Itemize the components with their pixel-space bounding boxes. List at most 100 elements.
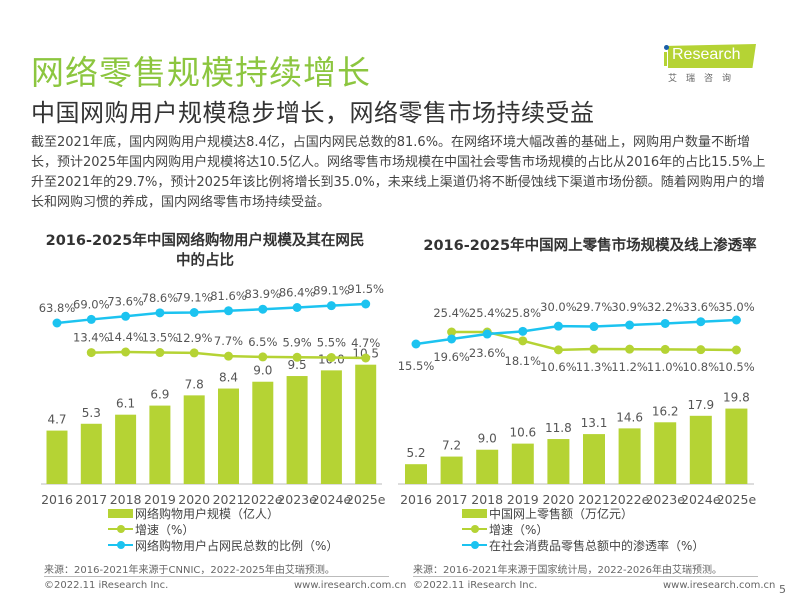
growth-point <box>292 352 302 362</box>
x-tick-label: 2023e <box>277 492 317 507</box>
bar-value-label: 16.2 <box>652 404 679 418</box>
bar-value-label: 10.6 <box>509 426 536 440</box>
legend-item-bar: 网络购物用户规模（亿人） <box>108 505 338 521</box>
ratio-line <box>415 318 737 346</box>
x-tick-label: 2020 <box>178 492 210 507</box>
ratio-point <box>625 320 635 330</box>
chart2-source: 来源：2016-2021年来源于国家统计局，2022-2026年由艾瑞预测。 <box>413 565 723 576</box>
footer-divider-right <box>413 576 758 577</box>
footer-copyright-2: ©2022.11 iResearch Inc. <box>413 580 538 591</box>
x-tick-label: 2019 <box>144 492 176 507</box>
bottom-label: 11.2% <box>611 360 648 374</box>
ratio-label: 91.5% <box>347 282 384 296</box>
ratio-line <box>56 302 366 325</box>
ratio-label: 86.4% <box>279 285 316 299</box>
top-label: 32.2% <box>647 300 684 314</box>
growth-point <box>326 353 336 363</box>
bar <box>320 370 342 484</box>
growth-label: 13.5% <box>142 331 179 345</box>
logo-background <box>668 44 756 68</box>
bar <box>547 439 570 484</box>
legend-label: 网络购物用户占网民总数的比例（%） <box>135 538 339 553</box>
bottom-label: 10.8% <box>683 360 720 374</box>
bar-value-label: 13.1 <box>581 416 608 430</box>
legend-label: 增速（%） <box>489 522 549 537</box>
growth-point <box>361 353 371 363</box>
legend-bar-swatch <box>108 508 133 518</box>
bar <box>218 388 239 484</box>
legend-item-ratio: 网络购物用户占网民总数的比例（%） <box>108 537 338 553</box>
growth-point <box>696 345 706 355</box>
top-label: 35.0% <box>718 300 755 314</box>
growth-point <box>660 344 670 354</box>
bar <box>405 464 427 484</box>
footer-url-2: www.iresearch.com.cn <box>663 580 776 591</box>
ratio-point <box>258 304 268 314</box>
growth-label: 14.4% <box>107 330 144 344</box>
growth-point <box>189 348 199 358</box>
x-tick-label: 2021 <box>578 492 610 507</box>
growth-label: 4.7% <box>351 336 380 350</box>
bar <box>46 430 68 484</box>
bar-value-label: 7.8 <box>185 377 204 391</box>
growth-label: 5.5% <box>317 336 346 350</box>
footer-url: www.iresearch.com.cn <box>294 580 407 591</box>
x-tick-label: 2020 <box>542 492 574 507</box>
bar-value-label: 7.2 <box>442 439 461 453</box>
ratio-point <box>589 322 599 332</box>
x-tick-label: 2018 <box>110 492 142 507</box>
bar-value-label: 19.8 <box>723 391 750 405</box>
ratio-point <box>447 334 457 344</box>
x-tick-label: 2017 <box>436 492 468 507</box>
ratio-point <box>121 311 131 321</box>
ratio-point <box>86 314 96 324</box>
iresearch-logo: Research 艾瑞咨询 <box>662 44 762 84</box>
growth-point <box>518 336 528 346</box>
page-title: 网络零售规模持续增长 <box>31 53 371 92</box>
bar <box>115 414 137 484</box>
legend-item-bar: 中国网上零售额（万亿元） <box>462 505 704 521</box>
ratio-point <box>696 317 706 327</box>
bar <box>183 395 205 484</box>
bottom-label: 10.6% <box>540 360 577 374</box>
x-tick-label: 2021 <box>213 492 245 507</box>
legend-label: 中国网上零售额（万亿元） <box>489 506 634 521</box>
top-label: 30.0% <box>540 300 577 314</box>
ratio-point <box>361 299 371 309</box>
bottom-label: 11.0% <box>647 360 684 374</box>
legend-item-growth: 增速（%） <box>108 521 338 537</box>
bar <box>511 443 534 484</box>
bar <box>725 408 748 484</box>
bar-value-label: 9.0 <box>253 364 272 378</box>
ratio-point <box>292 302 302 312</box>
x-tick-label: 2022e <box>243 492 283 507</box>
x-tick-label: 2019 <box>507 492 539 507</box>
bar <box>80 423 102 484</box>
top-label: 25.4% <box>469 306 506 320</box>
page-number: 5 <box>779 583 786 596</box>
chart2-title: 2016-2025年中国网上零售市场规模及线上渗透率 <box>423 238 757 254</box>
growth-point <box>731 345 741 355</box>
ratio-point <box>224 306 233 316</box>
ratio-label: 83.9% <box>245 287 282 301</box>
ratio-point <box>553 321 563 331</box>
bottom-label: 19.6% <box>433 350 470 364</box>
ratio-point <box>189 308 199 318</box>
bar <box>476 449 499 484</box>
ratio-point <box>731 315 741 325</box>
page-subtitle: 中国网购用户规模稳步增长，网络零售市场持续受益 <box>31 99 595 127</box>
ratio-point <box>155 308 165 318</box>
growth-point <box>258 352 268 362</box>
ratio-label: 89.1% <box>313 284 350 298</box>
bar-value-label: 9.0 <box>478 432 497 446</box>
x-tick-label: 2024e <box>312 492 352 507</box>
growth-point <box>155 348 165 358</box>
bottom-label: 11.3% <box>576 360 613 374</box>
x-tick-label: 2017 <box>75 492 107 507</box>
growth-point <box>589 344 599 354</box>
bar <box>286 376 308 484</box>
ratio-label: 79.1% <box>176 291 213 305</box>
x-tick-label: 2025e <box>346 492 386 507</box>
bar-value-label: 14.6 <box>616 410 643 424</box>
